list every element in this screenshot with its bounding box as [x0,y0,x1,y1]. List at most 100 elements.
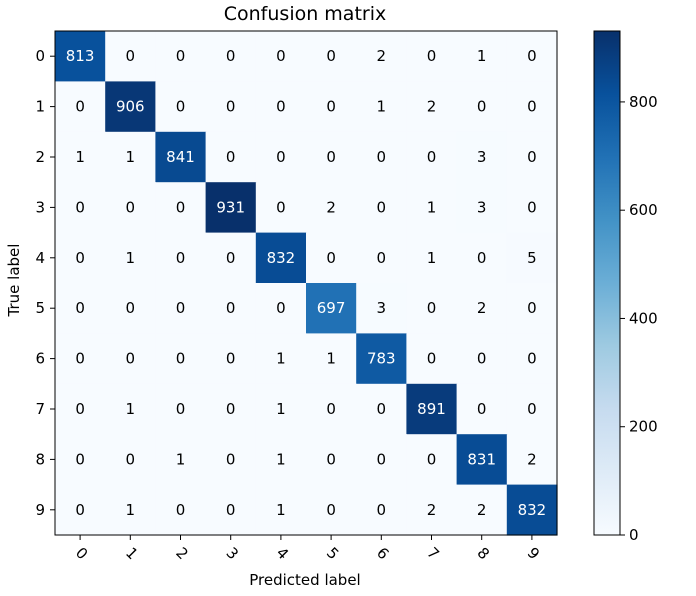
cell-value-label: 0 [477,249,487,267]
cell-value-label: 0 [75,450,85,468]
heatmap-cell [155,383,207,435]
cell-value-label: 891 [417,400,446,418]
cell-value-label: 0 [477,350,487,368]
cell-value-label: 0 [126,450,136,468]
heatmap-cell [155,333,207,385]
cell-value-label: 0 [527,350,537,368]
heatmap-cell [406,182,458,234]
cell-value-label: 1 [126,501,136,519]
heatmap-cell [456,484,508,536]
cell-value-label: 0 [527,148,537,166]
cell-value-label: 0 [126,350,136,368]
cell-value-label: 0 [176,400,186,418]
cell-value-label: 831 [467,450,496,468]
heatmap-cell [105,383,156,435]
y-tick-label: 6 [35,350,45,368]
heatmap-cell [205,434,257,486]
chart-title: Confusion matrix [224,3,386,25]
heatmap-cell [356,131,407,183]
cell-value-label: 1 [75,148,85,166]
y-tick-label: 2 [35,148,45,166]
heatmap-cell [205,182,257,234]
heatmap-cell [105,31,156,82]
heatmap-cell [105,131,156,183]
heatmap-cell [406,232,458,284]
heatmap-cell [406,434,458,486]
heatmap-cell [105,232,156,284]
cell-value-label: 0 [176,501,186,519]
y-tick-label: 8 [35,450,45,468]
heatmap-cell [406,333,458,385]
cell-value-label: 0 [326,98,336,116]
heatmap-cell [356,232,407,284]
heatmap-cell [205,131,257,183]
cell-value-label: 0 [226,501,236,519]
cell-value-label: 1 [126,400,136,418]
cell-value-label: 0 [75,400,85,418]
y-tick-label: 0 [35,47,45,65]
cell-value-label: 0 [276,299,286,317]
heatmap-cell [55,484,106,536]
heatmap-cell [506,182,558,234]
cell-value-label: 0 [527,299,537,317]
cell-value-label: 783 [367,350,396,368]
heatmap-cell [406,283,458,334]
heatmap-cell [55,182,106,234]
heatmap-cell [506,81,558,133]
heatmap-cell [356,333,407,385]
y-axis-title: True label [5,244,23,318]
cell-value-label: 0 [176,299,186,317]
cell-value-label: 1 [276,450,286,468]
colorbar-tick-label: 200 [629,418,658,436]
heatmap-cell [456,81,508,133]
heatmap-cell [306,283,357,334]
cell-value-label: 0 [427,450,437,468]
cell-value-label: 1 [276,350,286,368]
heatmap-cell [506,31,558,82]
cell-value-label: 0 [377,501,387,519]
heatmap-cell [356,182,407,234]
cell-value-label: 2 [527,450,537,468]
heatmap-cell [205,383,257,435]
heatmap-cell [406,383,458,435]
cell-value-label: 0 [377,249,387,267]
colorbar-ticks: 0 200 400 600 800 [620,93,658,544]
cell-value-label: 0 [75,249,85,267]
cell-value-label: 0 [477,98,487,116]
cell-value-label: 0 [226,299,236,317]
cell-value-label: 2 [377,47,387,65]
heatmap-cell [105,484,156,536]
plot-frame [54,30,558,536]
cell-value-label: 0 [126,198,136,216]
y-axis-ticks: 0 1 2 3 4 5 6 7 8 9 [35,47,55,519]
x-axis-title: Predicted label [249,571,360,589]
cell-value-label: 0 [176,249,186,267]
heatmap-cell [406,131,458,183]
heatmap-cell [356,383,407,435]
colorbar-tick-label: 0 [629,526,639,544]
colorbar [593,30,621,536]
cell-value-label: 0 [477,400,487,418]
cell-value-label: 832 [267,249,296,267]
cell-value-label: 0 [326,47,336,65]
cell-value-label: 0 [527,400,537,418]
cell-value-label: 697 [317,299,346,317]
heatmap-cell [306,434,357,486]
cell-value-label: 906 [116,98,145,116]
heatmap-cell [506,434,558,486]
cell-value-label: 0 [176,47,186,65]
x-tick-label: 2 [172,544,191,563]
cell-value-label: 1 [477,47,487,65]
cell-value-label: 1 [326,350,336,368]
heatmap-cell [155,283,207,334]
heatmap-cell [155,131,207,183]
cell-value-label: 0 [326,501,336,519]
cell-value-label: 0 [427,350,437,368]
heatmap-cell [306,131,357,183]
cell-value-label: 0 [75,299,85,317]
cell-value-label: 0 [276,47,286,65]
cell-value-label: 0 [377,400,387,418]
cell-value-label: 0 [326,249,336,267]
cell-value-label: 0 [427,148,437,166]
cell-value-label: 0 [226,350,236,368]
